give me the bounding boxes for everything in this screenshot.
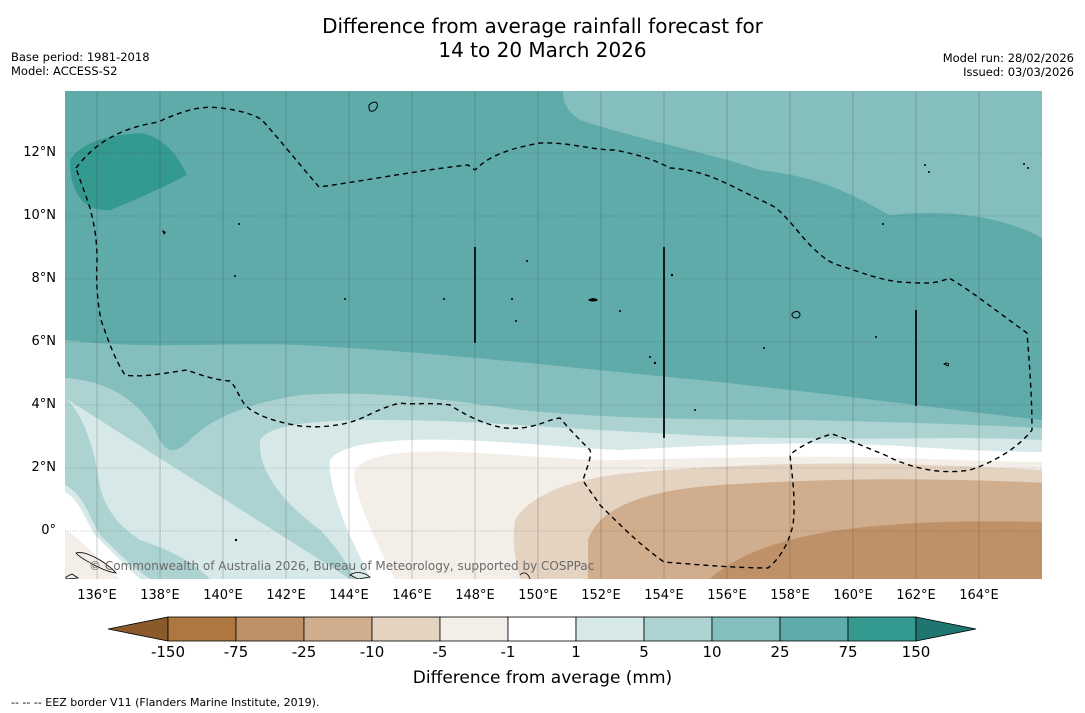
colorbar-swatch	[779, 616, 849, 642]
title-line-2: 14 to 20 March 2026	[438, 38, 647, 62]
colorbar	[107, 616, 977, 642]
map-fields	[65, 91, 1042, 579]
longitude-tick-label: 152°E	[581, 588, 621, 603]
latitude-tick-label: 2°N	[31, 460, 57, 475]
latitude-tick-label: 10°N	[23, 208, 56, 223]
longitude-tick-label: 150°E	[518, 588, 558, 603]
latitude-tick-label: 4°N	[31, 397, 57, 412]
latitude-tick-label: 6°N	[31, 334, 57, 349]
meta-left: Base period: 1981-2018 Model: ACCESS-S2	[11, 50, 150, 78]
longitude-tick-label: 148°E	[455, 588, 495, 603]
colorbar-swatch	[303, 616, 373, 642]
model-run: Model run: 28/02/2026	[942, 51, 1074, 65]
colorbar-tick-label: 25	[770, 643, 790, 661]
colorbar-swatch	[643, 616, 713, 642]
meta-right: Model run: 28/02/2026 Issued: 03/03/2026	[942, 51, 1074, 79]
colorbar-tick-label: 1	[571, 643, 581, 661]
colorbar-tick-label: -10	[359, 643, 385, 661]
colorbar-swatch	[507, 616, 577, 642]
colorbar-extend-high	[915, 616, 977, 642]
copyright-credit: © Commonwealth of Australia 2026, Bureau…	[89, 559, 595, 573]
latitude-tick-label: 12°N	[23, 145, 56, 160]
longitude-tick-label: 136°E	[77, 588, 117, 603]
longitude-tick-label: 156°E	[707, 588, 747, 603]
issued-date: Issued: 03/03/2026	[963, 64, 1074, 79]
colorbar-tick-label: -75	[223, 643, 249, 661]
colorbar-tick-label: -25	[291, 643, 317, 661]
colorbar-tick-label: 5	[639, 643, 649, 661]
longitude-tick-label: 140°E	[203, 588, 243, 603]
model-name: Model: ACCESS-S2	[11, 63, 118, 78]
longitude-tick-label: 144°E	[329, 588, 369, 603]
latitude-tick-label: 0°	[41, 523, 56, 538]
map-title: Difference from average rainfall forecas…	[0, 14, 1085, 62]
colorbar-swatch	[167, 616, 237, 642]
colorbar-tick-label: 150	[901, 643, 931, 661]
longitude-tick-label: 146°E	[392, 588, 432, 603]
colorbar-tick-label: -5	[432, 643, 448, 661]
colorbar-swatch	[371, 616, 441, 642]
meridians	[96, 91, 980, 579]
longitude-tick-label: 164°E	[959, 588, 999, 603]
colorbar-swatch	[439, 616, 509, 642]
longitude-tick-label: 138°E	[140, 588, 180, 603]
colorbar-tick-label: 10	[702, 643, 722, 661]
eez-footnote: -- -- -- EEZ border V11 (Flanders Marine…	[11, 696, 320, 709]
latitude-tick-label: 8°N	[31, 271, 57, 286]
longitude-tick-label: 142°E	[266, 588, 306, 603]
title-line-1: Difference from average rainfall forecas…	[322, 14, 763, 38]
colorbar-title: Difference from average (mm)	[412, 668, 673, 688]
longitude-tick-label: 158°E	[770, 588, 810, 603]
colorbar-swatch	[711, 616, 781, 642]
graticule	[65, 152, 1042, 532]
colorbar-extend-low	[107, 616, 169, 642]
colorbar-tick-label: -1	[500, 643, 516, 661]
colorbar-tick-label: 75	[838, 643, 858, 661]
colorbar-swatch	[575, 616, 645, 642]
longitude-tick-label: 160°E	[833, 588, 873, 603]
colorbar-swatch	[847, 616, 917, 642]
colorbar-tick-label: -150	[150, 643, 186, 661]
longitude-tick-label: 154°E	[644, 588, 684, 603]
base-period: Base period: 1981-2018	[11, 50, 150, 64]
longitude-tick-label: 162°E	[896, 588, 936, 603]
colorbar-swatch	[235, 616, 305, 642]
